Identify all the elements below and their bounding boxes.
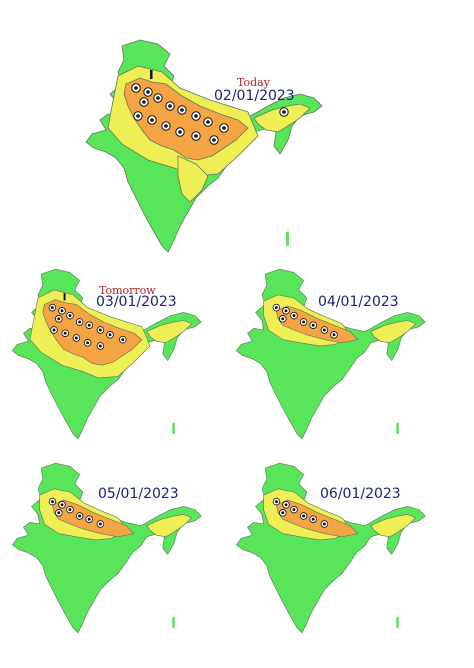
fog-eye-icon	[279, 509, 287, 517]
day-tag-tomorrow: Tomorrow	[99, 284, 156, 297]
fog-eye-icon	[191, 111, 201, 121]
fog-eye-icon	[85, 321, 93, 329]
fog-eye-icon	[48, 497, 57, 506]
india-map-day3	[235, 268, 426, 440]
be-aware-zone-east	[146, 320, 193, 344]
island-mark	[396, 616, 399, 628]
fog-eye-icon	[290, 311, 298, 320]
fog-eye-icon	[279, 107, 289, 117]
fog-eye-icon	[75, 512, 84, 520]
fog-eye-icon	[85, 515, 93, 523]
be-aware-zone-south	[177, 155, 209, 203]
fog-eye-icon	[48, 303, 57, 312]
fog-eye-icon	[279, 315, 287, 323]
date-label-today: 02/01/2023	[214, 88, 295, 104]
fog-eye-icon	[58, 307, 66, 315]
fog-eye-icon	[96, 326, 105, 334]
fog-eye-icon	[320, 520, 329, 528]
be-aware-zone-east	[370, 320, 417, 344]
island-mark	[286, 232, 289, 246]
fog-eye-icon	[309, 515, 317, 523]
map-panel-day4: 05/01/2023	[6, 460, 214, 638]
fog-eye-icon	[299, 318, 308, 326]
fog-eye-icon	[96, 342, 105, 350]
date-label-day5: 06/01/2023	[320, 486, 401, 502]
map-panel-tomorrow: Tomorrow 03/01/2023	[6, 266, 214, 444]
india-map-tomorrow	[11, 268, 202, 440]
fog-eye-icon	[75, 318, 84, 326]
fog-eye-icon	[299, 512, 308, 520]
fog-eye-icon	[147, 115, 157, 125]
fog-eye-icon	[161, 121, 171, 131]
map-panel-day5: 06/01/2023	[230, 460, 438, 638]
date-label-tomorrow: 03/01/2023	[96, 294, 177, 310]
cold-thermometer-icon	[63, 293, 66, 301]
fog-eye-icon	[203, 117, 213, 127]
fog-eye-icon	[66, 505, 74, 514]
date-label-day3: 04/01/2023	[318, 294, 399, 310]
fog-eye-icon	[272, 303, 281, 312]
india-map-today	[85, 39, 323, 253]
be-aware-zone-east	[253, 103, 311, 133]
fog-eye-icon	[66, 311, 74, 320]
fog-eye-icon	[330, 331, 338, 339]
fog-eye-icon	[153, 93, 163, 103]
be-aware-zone-east	[370, 514, 417, 538]
fog-eye-icon	[61, 329, 69, 337]
be-aware-zone-east	[146, 514, 193, 538]
fog-eye-icon	[72, 334, 81, 342]
fog-eye-icon	[83, 339, 92, 347]
fog-eye-icon	[143, 87, 153, 97]
fog-eye-icon	[175, 127, 185, 137]
fog-eye-icon	[131, 83, 141, 93]
fog-eye-icon	[106, 331, 114, 339]
fog-eye-icon	[209, 135, 219, 145]
fog-eye-icon	[55, 315, 63, 323]
fog-eye-icon	[139, 97, 149, 107]
fog-eye-icon	[55, 509, 63, 517]
map-panel-today: Today 02/01/2023	[78, 36, 338, 258]
date-label-day4: 05/01/2023	[98, 486, 179, 502]
fog-eye-icon	[191, 131, 201, 141]
island-mark	[396, 422, 399, 434]
fog-eye-icon	[282, 501, 290, 509]
day-tag-today: Today	[237, 76, 270, 89]
fog-eye-icon	[320, 326, 329, 334]
india-map-day4	[11, 462, 202, 634]
fog-eye-icon	[290, 505, 298, 514]
fog-eye-icon	[219, 123, 229, 133]
fog-eye-icon	[50, 326, 58, 334]
fog-eye-icon	[133, 111, 143, 121]
fog-eye-icon	[272, 497, 281, 506]
fog-eye-icon	[309, 321, 317, 329]
map-panel-day3: 04/01/2023	[230, 266, 438, 444]
fog-eye-icon	[58, 501, 66, 509]
fog-eye-icon	[282, 307, 290, 315]
fog-eye-icon	[96, 520, 105, 528]
island-mark	[172, 422, 175, 434]
india-map-day5	[235, 462, 426, 634]
fog-eye-icon	[165, 101, 175, 111]
fog-eye-icon	[177, 105, 187, 115]
fog-eye-icon	[119, 335, 127, 344]
cold-thermometer-icon	[150, 70, 153, 79]
island-mark	[172, 616, 175, 628]
